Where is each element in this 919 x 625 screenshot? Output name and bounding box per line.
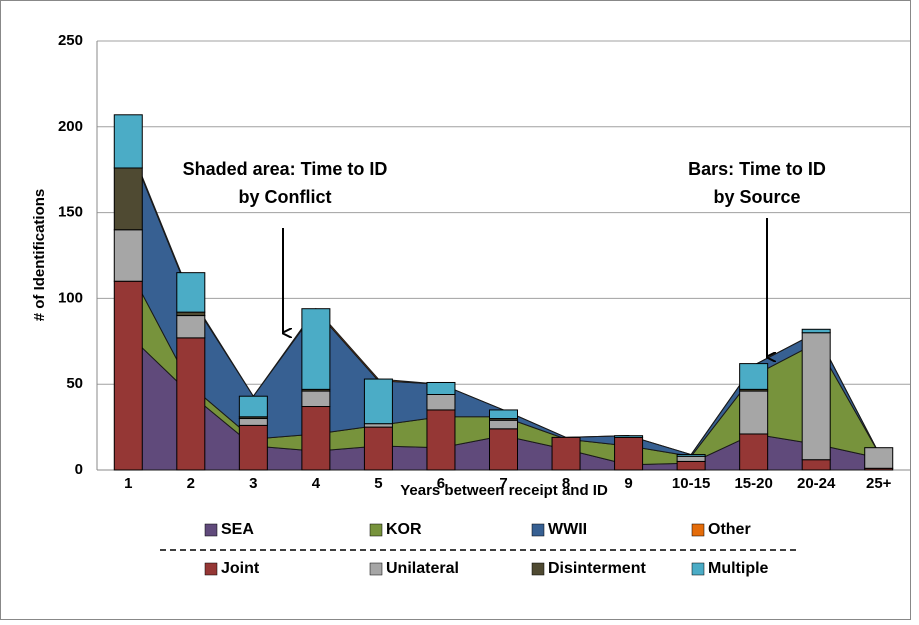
legend-swatch — [531, 523, 545, 537]
legend-swatch — [369, 523, 383, 537]
legend-label: SEA — [221, 521, 254, 538]
legend-swatch — [204, 562, 218, 576]
legend-swatch — [691, 523, 705, 537]
bar — [113, 229, 143, 282]
bar — [614, 436, 644, 471]
annotation: by Conflict — [239, 187, 332, 207]
bar — [489, 428, 518, 471]
legend-label: KOR — [386, 521, 422, 538]
legend-swatch — [691, 562, 705, 576]
legend-label: Multiple — [708, 560, 769, 577]
x-tick-label: 20-24 — [797, 475, 836, 492]
x-tick-label: 8 — [562, 475, 570, 492]
bar — [739, 363, 769, 390]
legend-swatch — [369, 562, 383, 576]
legend-swatch — [204, 523, 218, 537]
bar — [113, 280, 143, 471]
bar — [676, 460, 706, 471]
bar — [301, 406, 331, 471]
annotation: Shaded area: Time to ID — [183, 159, 388, 179]
bar — [113, 114, 143, 169]
annotation: Bars: Time to ID — [688, 159, 826, 179]
x-tick-label: 5 — [374, 475, 382, 492]
x-tick-label: 9 — [624, 475, 632, 492]
x-tick-label: 15-20 — [734, 475, 772, 492]
bar — [676, 455, 706, 462]
y-tick-label: 0 — [75, 461, 83, 478]
bar — [489, 409, 518, 420]
y-tick-label: 50 — [66, 375, 83, 392]
legend-label: Other — [708, 521, 751, 538]
bar — [739, 390, 769, 435]
legend-label: Joint — [221, 560, 260, 577]
y-tick-label: 200 — [58, 118, 83, 135]
x-tick-label: 10-15 — [672, 475, 710, 492]
annotation: by Source — [713, 187, 800, 207]
bar — [301, 308, 331, 390]
bar — [363, 378, 393, 425]
bar — [176, 337, 206, 471]
bar — [238, 418, 268, 426]
bar — [426, 393, 456, 411]
bar — [801, 328, 831, 334]
bar — [238, 424, 268, 471]
bar — [551, 436, 581, 471]
y-tick-label: 100 — [58, 289, 83, 306]
bar — [739, 433, 769, 471]
bar — [489, 419, 518, 430]
bar — [113, 167, 143, 231]
legend-swatch — [531, 562, 545, 576]
x-tick-label: 1 — [124, 475, 132, 492]
bar — [676, 454, 706, 457]
bar — [864, 447, 894, 469]
bar — [176, 315, 206, 339]
y-tick-label: 150 — [58, 204, 83, 221]
bar — [363, 423, 393, 428]
bar — [363, 426, 393, 471]
legend-label: Disinterment — [548, 560, 646, 577]
legend-label: Unilateral — [386, 560, 459, 577]
bar — [801, 459, 831, 471]
x-tick-label: 25+ — [866, 475, 892, 492]
y-axis-title: # of Identifications — [31, 189, 48, 322]
bar — [801, 332, 831, 461]
legend-label: WWII — [548, 521, 587, 538]
bar — [426, 409, 456, 471]
bar — [176, 311, 206, 317]
bar — [176, 272, 206, 313]
bar — [301, 390, 331, 408]
x-tick-label: 6 — [437, 475, 445, 492]
x-tick-label: 3 — [249, 475, 257, 492]
x-tick-label: 7 — [499, 475, 507, 492]
y-tick-label: 250 — [58, 32, 83, 49]
bar — [238, 395, 268, 418]
x-axis-title: Years between receipt and ID — [400, 482, 608, 499]
x-tick-label: 4 — [312, 475, 321, 492]
bar — [614, 435, 644, 438]
x-tick-label: 2 — [187, 475, 195, 492]
bar — [426, 381, 456, 395]
